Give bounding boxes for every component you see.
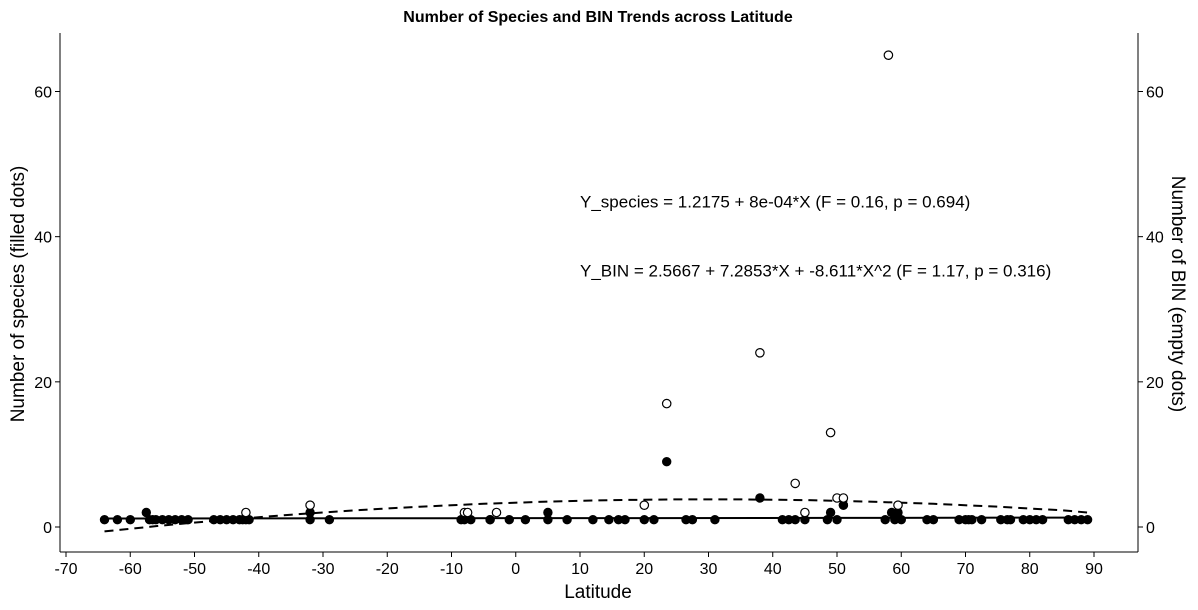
y-tick-label-right: 0 xyxy=(1146,520,1155,537)
y-tick-label-left: 20 xyxy=(34,375,52,392)
species-point xyxy=(562,515,572,525)
bin-point xyxy=(639,500,650,510)
species-point xyxy=(485,515,495,525)
species-point xyxy=(588,515,598,525)
bin-point xyxy=(790,478,800,489)
BIN-fit-line xyxy=(104,498,1088,533)
chart-title: Number of Species and BIN Trends across … xyxy=(403,9,793,26)
species-point xyxy=(112,515,123,525)
x-tick-label: 0 xyxy=(511,561,520,578)
species-point xyxy=(504,515,514,525)
species-point xyxy=(639,515,649,525)
species-point xyxy=(324,515,335,525)
x-tick-label: 20 xyxy=(635,561,653,578)
species-point xyxy=(1037,515,1048,525)
x-tick-label: -20 xyxy=(376,561,399,578)
bin-point xyxy=(800,507,810,518)
species-point xyxy=(125,515,136,525)
x-tick-label: -10 xyxy=(440,561,463,578)
x-tick-label: 30 xyxy=(700,561,718,578)
x-tick-label: 80 xyxy=(1021,561,1039,578)
regression-annotation-2: Y_BIN = 2.5667 + 7.2853*X + -8.611*X^2 (… xyxy=(580,262,1051,281)
y-tick-label-right: 20 xyxy=(1146,375,1164,392)
x-tick-label: 10 xyxy=(571,561,589,578)
y-tick-label-left: 40 xyxy=(34,230,52,247)
y-tick-label-right: 60 xyxy=(1146,85,1164,102)
species-point xyxy=(99,515,110,525)
species-point xyxy=(928,515,939,525)
bin-point xyxy=(241,507,251,518)
species-point xyxy=(710,515,720,525)
species-point xyxy=(604,515,614,525)
x-axis-label: Latitude xyxy=(564,582,632,603)
bin-point xyxy=(462,507,473,518)
axes: -70 -60 -50 -40 -30 -20 -10 0 10 20 30 40 50 60 70 80 90… xyxy=(34,33,1164,578)
x-tick-label: -70 xyxy=(54,561,77,578)
x-tick-label: -50 xyxy=(183,561,206,578)
species-point xyxy=(1082,515,1093,525)
y-tick-label-left: 0 xyxy=(43,520,52,537)
regression-annotation-1: Y_species = 1.2175 + 8e-04*X (F = 0.16, … xyxy=(580,193,970,212)
y-tick-label-left: 60 xyxy=(34,85,52,102)
species-point xyxy=(880,515,890,525)
x-tick-label: 40 xyxy=(764,561,782,578)
species-point xyxy=(1005,515,1016,525)
bin-point xyxy=(305,500,315,510)
x-tick-label: 60 xyxy=(892,561,910,578)
species-point xyxy=(790,515,800,525)
species-point xyxy=(649,515,659,525)
species-point xyxy=(183,515,193,525)
species-point xyxy=(967,515,977,525)
species-point xyxy=(896,515,906,525)
species-point xyxy=(687,515,698,525)
data-points xyxy=(99,50,1093,525)
bin-point xyxy=(825,427,836,438)
bin-point xyxy=(838,493,849,503)
x-tick-label: -40 xyxy=(247,561,270,578)
x-tick-label: 70 xyxy=(957,561,975,578)
species-point xyxy=(520,515,531,525)
bin-point xyxy=(893,500,903,510)
species-point xyxy=(620,515,630,525)
species-point xyxy=(755,493,765,503)
species-point xyxy=(543,507,553,518)
y-axis-label-right: Number of BIN (empty dots) xyxy=(1167,176,1188,413)
species-point xyxy=(832,515,842,525)
x-tick-label: 90 xyxy=(1085,561,1103,578)
species-point xyxy=(976,515,987,525)
trend-lines xyxy=(104,498,1088,533)
x-tick-label: -30 xyxy=(311,561,334,578)
annotations: Y_species = 1.2175 + 8e-04*X (F = 0.16, … xyxy=(580,193,1051,281)
x-tick-label: 50 xyxy=(828,561,846,578)
x-tick-label: -60 xyxy=(119,561,142,578)
y-tick-label-right: 40 xyxy=(1146,230,1164,247)
species-point xyxy=(825,507,836,518)
y-axis-label-left: Number of species (filled dots) xyxy=(8,166,29,423)
bin-point xyxy=(883,50,894,60)
bin-point xyxy=(491,507,502,518)
bin-point xyxy=(661,398,672,409)
species-point xyxy=(662,457,672,467)
bin-point xyxy=(755,347,765,358)
